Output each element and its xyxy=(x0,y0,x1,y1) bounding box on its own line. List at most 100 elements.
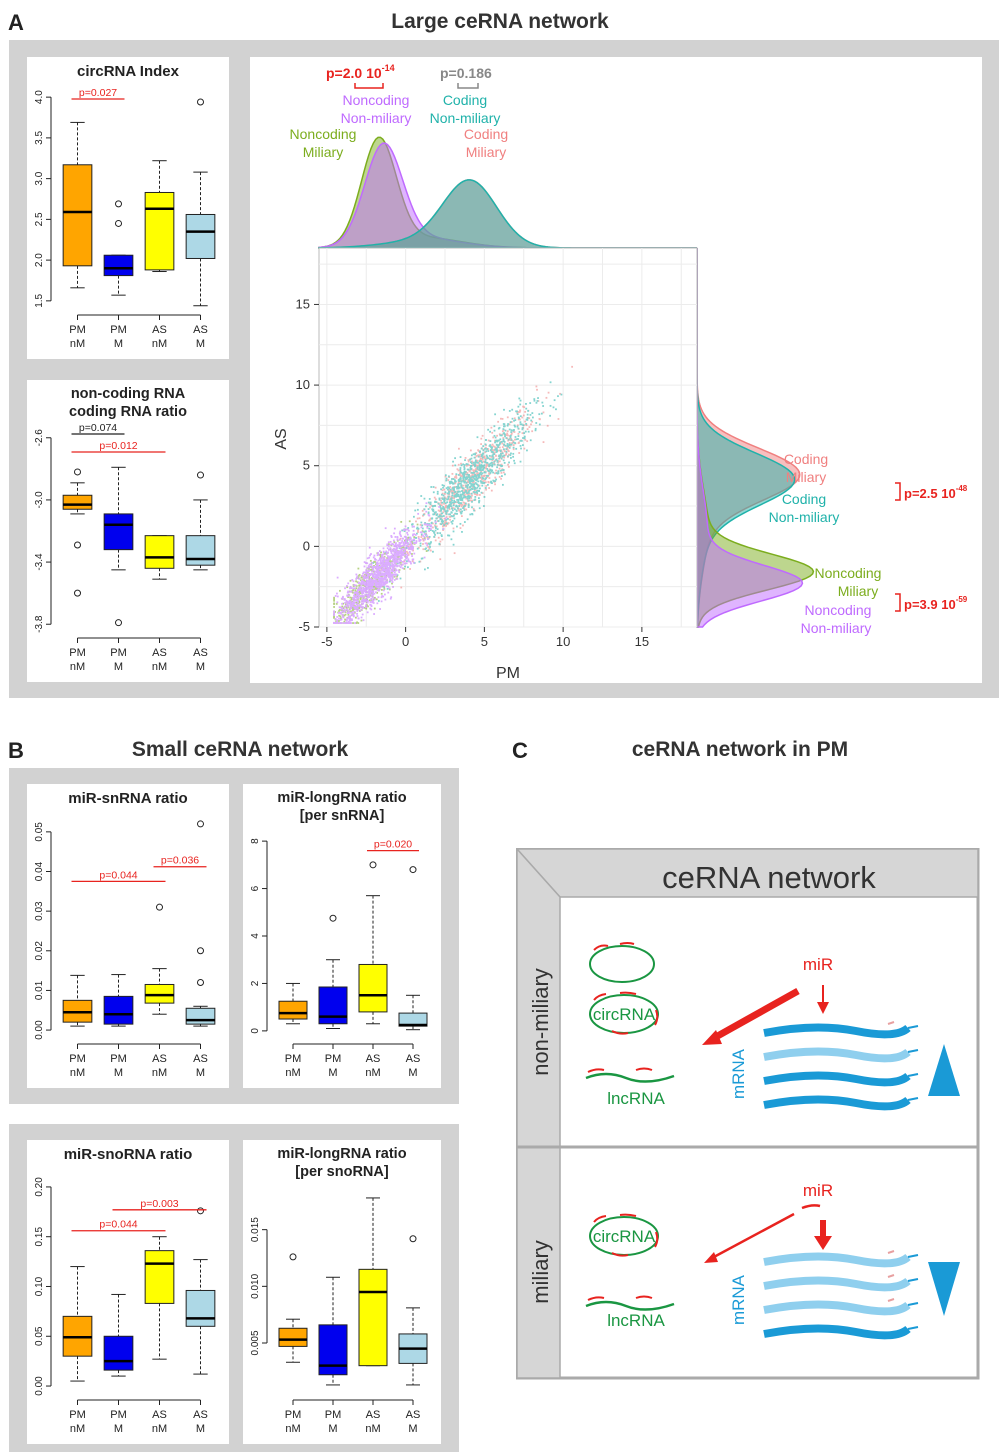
scatter-point xyxy=(426,536,429,539)
scatter-point xyxy=(483,466,485,469)
scatter-point xyxy=(473,489,476,492)
scatter-point xyxy=(498,446,501,449)
scatter-point xyxy=(404,552,406,554)
scatter-point xyxy=(504,429,507,432)
scatter-point xyxy=(490,489,493,492)
scatter-point xyxy=(460,505,463,508)
scatter-point xyxy=(489,449,492,452)
scatter-point xyxy=(430,522,433,524)
scatter-point xyxy=(434,498,437,501)
scatter-point xyxy=(460,464,463,467)
scatter-point xyxy=(491,446,493,449)
row1-circrna-label: circRNA xyxy=(593,1005,656,1024)
scatter-point xyxy=(490,470,493,473)
scatter-point xyxy=(454,512,457,515)
scatter-point xyxy=(449,501,452,504)
scatter-point xyxy=(366,576,369,579)
box-pm-m xyxy=(103,974,134,1027)
row1-mir-label: miR xyxy=(803,955,833,974)
scatter-point xyxy=(520,447,522,450)
scatter-point xyxy=(455,501,458,504)
scatter-point xyxy=(401,537,404,540)
scatter-point xyxy=(443,522,446,525)
scatter-point xyxy=(367,590,370,593)
y-tick-label: 0.03 xyxy=(34,901,45,921)
scatter-point xyxy=(450,511,453,514)
scatter-point xyxy=(478,501,480,504)
scatter-point xyxy=(333,612,335,615)
scatter-point xyxy=(396,564,398,567)
large-labels: PM AS Noncoding Non-miliary Coding Non-m… xyxy=(273,63,968,682)
row2-mrna-strands xyxy=(763,1250,919,1340)
scatter-point xyxy=(392,586,394,588)
scatter-point xyxy=(442,486,444,489)
scatter-point xyxy=(485,488,487,491)
scatter-point xyxy=(368,569,371,572)
right-label-coding-nonmiliary-1: Coding xyxy=(782,491,826,507)
pval-label: p=0.036 xyxy=(161,855,199,867)
scatter-point xyxy=(409,536,412,539)
scatter-point xyxy=(336,616,339,618)
scatter-point xyxy=(365,581,368,584)
scatter-point xyxy=(371,592,373,595)
scatter-point xyxy=(423,497,426,500)
scatter-point xyxy=(374,581,376,584)
scatter-point xyxy=(400,552,403,555)
scatter-point xyxy=(429,546,431,548)
scatter-point xyxy=(368,589,371,592)
scatter-point xyxy=(460,512,463,515)
scatter-point xyxy=(442,527,445,530)
scatter-point xyxy=(365,569,368,572)
scatter-point xyxy=(378,565,381,567)
scatter-point xyxy=(394,575,397,578)
scatter-point xyxy=(479,453,482,456)
scatter-point xyxy=(480,460,482,462)
scatter-point xyxy=(449,518,451,521)
scatter-point xyxy=(474,468,477,471)
scatter-point xyxy=(362,594,364,597)
scatter-point xyxy=(436,532,439,535)
scatter-point xyxy=(509,436,512,439)
scatter-point xyxy=(452,503,455,506)
scatter-point xyxy=(487,450,490,452)
scatter-point xyxy=(489,458,491,461)
scatter-point xyxy=(384,527,387,530)
scatter-point xyxy=(527,430,530,433)
top-label-coding-nonmiliary-1: Coding xyxy=(443,92,487,108)
row1-lncrna-line xyxy=(585,1072,675,1083)
scatter-point xyxy=(401,553,404,555)
scatter-point xyxy=(380,588,383,591)
scatter-point xyxy=(352,609,354,612)
scatter-point xyxy=(454,508,456,511)
scatter-point xyxy=(469,478,471,480)
scatter-point xyxy=(486,463,489,466)
scatter-point xyxy=(467,504,470,506)
scatter-point xyxy=(512,444,515,447)
scatter-point xyxy=(387,561,389,564)
scatter-point xyxy=(481,492,484,494)
x-tick-label: AS xyxy=(406,1053,421,1065)
scatter-point xyxy=(341,597,344,599)
scatter-point xyxy=(518,441,520,444)
scatter-point xyxy=(398,550,401,553)
scatter-point xyxy=(422,539,425,542)
scatter-point xyxy=(426,542,429,545)
scatter-point xyxy=(454,501,457,503)
scatter-point xyxy=(467,499,470,502)
scatter-point xyxy=(371,580,374,583)
scatter-point xyxy=(333,606,335,608)
scatter-point xyxy=(391,581,394,584)
scatter-point xyxy=(371,579,374,582)
scatter-point xyxy=(390,535,393,537)
scatter-point xyxy=(432,550,434,553)
scatter-point xyxy=(391,549,394,552)
scatter-point xyxy=(360,619,363,622)
scatter-point xyxy=(445,518,448,521)
scatter-point xyxy=(379,565,382,568)
scatter-point xyxy=(485,464,488,467)
scatter-point xyxy=(381,565,384,567)
scatter-point xyxy=(481,456,484,459)
scatter-point xyxy=(360,583,363,586)
scatter-point xyxy=(360,605,363,608)
scatter-point xyxy=(467,491,470,494)
